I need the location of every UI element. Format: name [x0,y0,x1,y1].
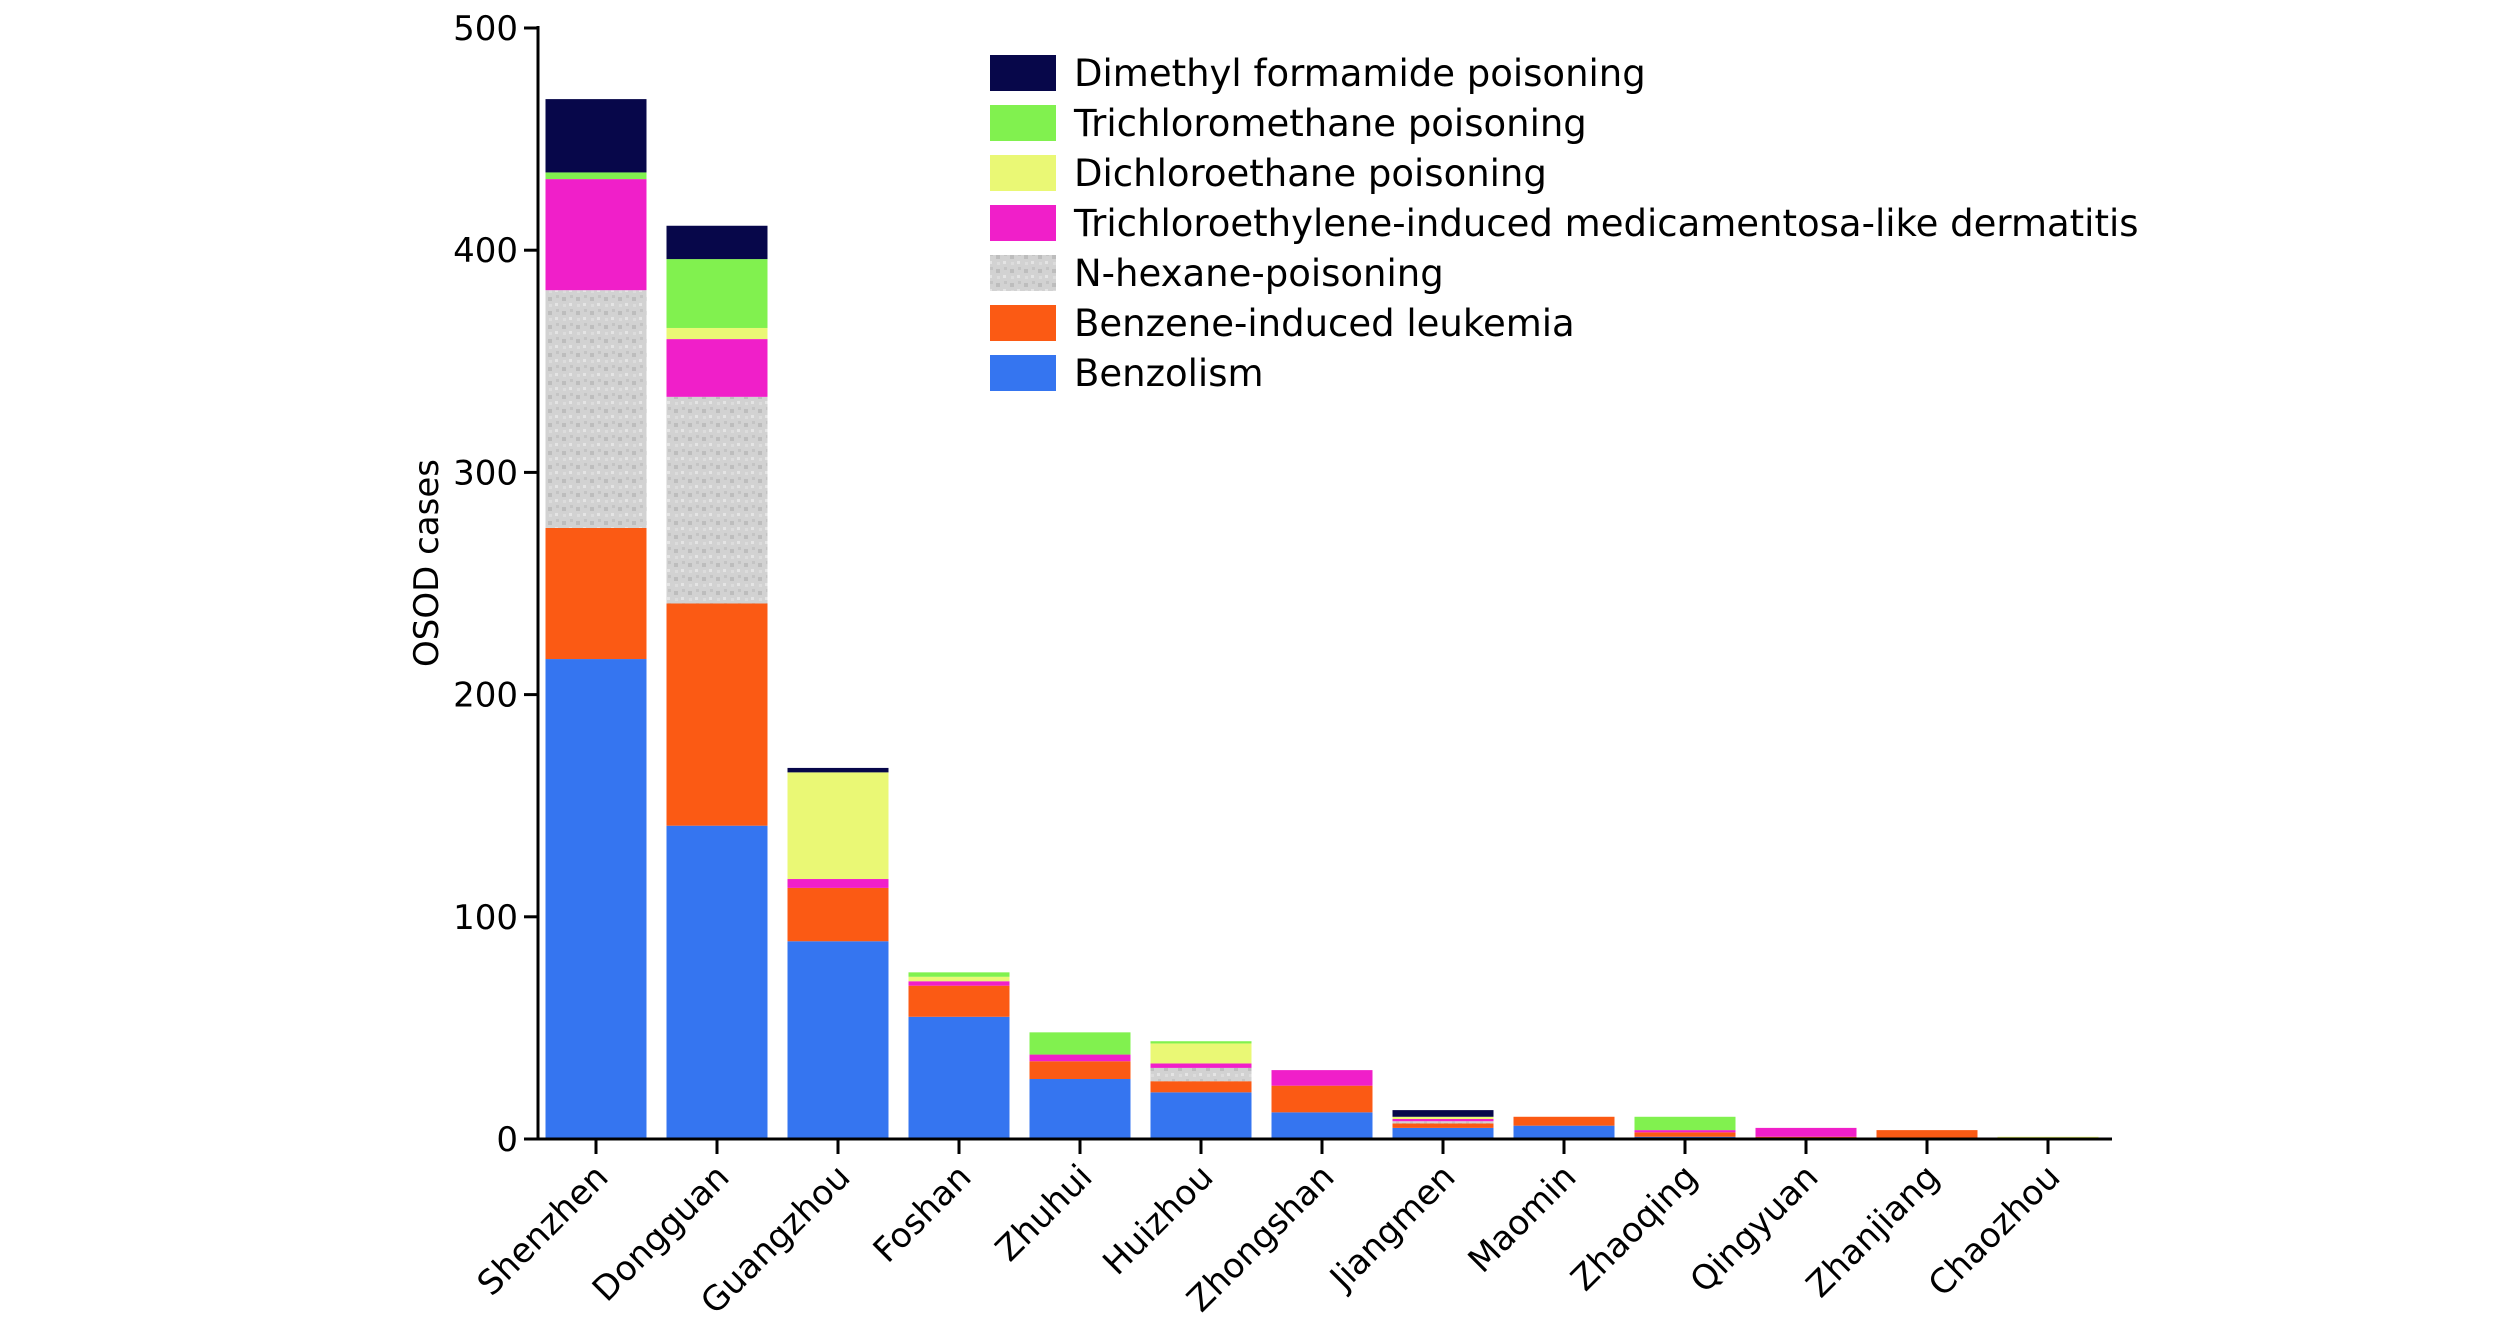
x-tick-label-zhaoqing: Zhaoqing [1563,1157,1705,1299]
bar-segment-dongguan-benzolism [666,825,768,1139]
bar-segment-dongguan-trichloroethylene-induced-medicamentosa-like-dermatitis [666,339,768,397]
x-tick-label-chaozhou: Chaozhou [1921,1157,2069,1305]
bar-segment-shenzhen-trichloroethylene-induced-medicamentosa-like-dermatitis [545,179,647,291]
bar-segment-shenzhen-n-hexane-poisoning [545,290,647,528]
x-tick-label-huizhou: Huizhou [1095,1157,1221,1283]
bar-segment-huizhou-n-hexane-poisoning [1150,1067,1252,1082]
bar-segment-guangzhou-benzene-induced-leukemia [787,887,889,942]
y-tick-label-300: 300 [453,453,518,493]
bar-segment-maomin-benzolism [1513,1125,1615,1139]
plot-area [545,99,2099,1139]
legend-swatch-dimethyl-formamide-poisoning [990,55,1056,91]
y-tick-label-100: 100 [453,898,518,938]
legend-label-dimethyl-formamide-poisoning: Dimethyl formamide poisoning [1074,52,1646,95]
legend-label-trichloromethane-poisoning: Trichloromethane poisoning [1073,102,1587,145]
bar-segment-huizhou-trichloromethane-poisoning [1150,1041,1252,1044]
legend: Dimethyl formamide poisoning Trichloromet… [990,52,2139,395]
bar-segment-jiangmen-trichloroethylene-induced-medicamentosa-like-dermatitis [1392,1119,1494,1122]
legend-swatch-benzolism [990,355,1056,391]
legend-swatch-trichloroethylene-induced-medicamentosa-like-dermatitis [990,205,1056,241]
bar-segment-zhuhui-benzolism [1029,1079,1131,1139]
bar-segment-dongguan-dimethyl-formamide-poisoning [666,225,768,260]
legend-swatch-trichloromethane-poisoning [990,105,1056,141]
y-tick-label-400: 400 [453,231,518,271]
y-tick-label-200: 200 [453,676,518,716]
y-tick-label-0: 0 [496,1120,518,1160]
bar-segment-shenzhen-dimethyl-formamide-poisoning [545,99,647,173]
bar-segment-huizhou-benzolism [1150,1092,1252,1139]
bar-segment-huizhou-trichloroethylene-induced-medicamentosa-like-dermatitis [1150,1063,1252,1068]
x-tick-label-zhanjiang: Zhanjiang [1799,1157,1948,1306]
bar-segment-zhuhui-trichloromethane-poisoning [1029,1032,1131,1055]
bar-segment-foshan-dichloroethane-poisoning [908,976,1010,982]
x-tick-label-foshan: Foshan [866,1157,980,1271]
y-tick-label-500: 500 [453,9,518,49]
bar-segment-shenzhen-trichloromethane-poisoning [545,172,647,180]
bar-segment-zhuhui-trichloroethylene-induced-medicamentosa-like-dermatitis [1029,1054,1131,1062]
bar-segment-dongguan-n-hexane-poisoning [666,396,768,604]
bar-segment-zhaoqing-trichloromethane-poisoning [1634,1116,1736,1131]
bar-segment-zhongshan-benzolism [1271,1112,1373,1139]
legend-label-trichloroethylene-induced-medicamentosa-like-dermatitis: Trichloroethylene-induced medicamentosa-… [1073,202,2139,245]
bar-segment-shenzhen-benzolism [545,659,647,1139]
bar-segment-jiangmen-benzolism [1392,1127,1494,1139]
y-axis-label: OSOD cases [407,459,447,667]
legend-label-benzolism: Benzolism [1074,352,1264,395]
bar-segment-foshan-trichloroethylene-induced-medicamentosa-like-dermatitis [908,981,1010,986]
legend-swatch-dichloroethane-poisoning [990,155,1056,191]
bar-segment-jiangmen-dichloroethane-poisoning [1392,1116,1494,1120]
bar-segment-maomin-benzene-induced-leukemia [1513,1116,1615,1126]
x-tick-label-jiangmen: Jiangmen [1321,1157,1463,1299]
bar-segment-huizhou-dichloroethane-poisoning [1150,1043,1252,1064]
bar-segment-zhongshan-benzene-induced-leukemia [1271,1085,1373,1113]
bar-segment-guangzhou-benzolism [787,941,889,1139]
bar-segment-jiangmen-benzene-induced-leukemia [1392,1123,1494,1128]
bar-segment-zhaoqing-trichloroethylene-induced-medicamentosa-like-dermatitis [1634,1130,1736,1133]
legend-label-benzene-induced-leukemia: Benzene-induced leukemia [1074,302,1575,345]
legend-swatch-benzene-induced-leukemia [990,305,1056,341]
bar-segment-zhuhui-benzene-induced-leukemia [1029,1061,1131,1080]
bar-segment-zhaoqing-benzene-induced-leukemia [1634,1132,1736,1137]
bar-segment-foshan-benzolism [908,1016,1010,1139]
bar-segment-dongguan-trichloromethane-poisoning [666,259,768,328]
bar-segment-shenzhen-benzene-induced-leukemia [545,527,647,660]
bar-segment-dongguan-dichloroethane-poisoning [666,327,768,340]
bar-segment-guangzhou-dichloroethane-poisoning [787,772,889,880]
x-tick-label-maomin: Maomin [1461,1157,1585,1281]
legend-swatch-n-hexane-poisoning [990,255,1056,291]
bar-segment-jiangmen-dimethyl-formamide-poisoning [1392,1110,1494,1117]
bar-segment-zhongshan-trichloroethylene-induced-medicamentosa-like-dermatitis [1271,1070,1373,1086]
bar-segment-huizhou-benzene-induced-leukemia [1150,1081,1252,1093]
legend-label-n-hexane-poisoning: N-hexane-poisoning [1074,252,1444,295]
bar-segment-zhanjiang-benzene-induced-leukemia [1876,1130,1978,1139]
x-tick-label-zhuhui: Zhuhui [988,1157,1100,1269]
bar-segment-qingyuan-trichloroethylene-induced-medicamentosa-like-dermatitis [1755,1127,1857,1137]
bar-segment-jiangmen-n-hexane-poisoning [1392,1121,1494,1124]
bar-segment-foshan-trichloromethane-poisoning [908,972,1010,977]
bar-segment-foshan-benzene-induced-leukemia [908,985,1010,1017]
bar-segment-guangzhou-trichloroethylene-induced-medicamentosa-like-dermatitis [787,879,889,888]
bar-segment-dongguan-benzene-induced-leukemia [666,603,768,826]
legend-label-dichloroethane-poisoning: Dichloroethane poisoning [1074,152,1547,195]
bar-segment-guangzhou-dimethyl-formamide-poisoning [787,767,889,773]
